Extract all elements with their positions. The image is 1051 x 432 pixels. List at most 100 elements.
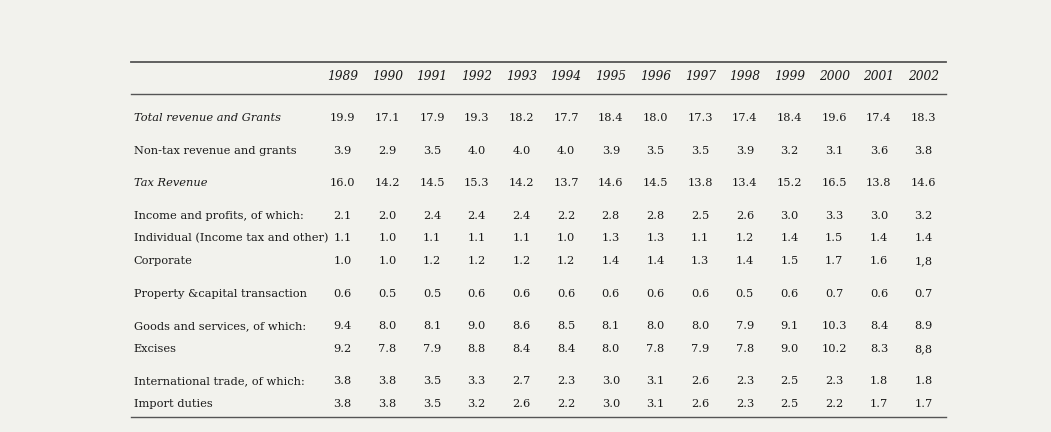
Text: 0.7: 0.7 bbox=[825, 289, 843, 299]
Text: 1.5: 1.5 bbox=[825, 233, 843, 244]
Text: 0.6: 0.6 bbox=[601, 289, 620, 299]
Text: 0.6: 0.6 bbox=[781, 289, 799, 299]
Text: 17.3: 17.3 bbox=[687, 113, 713, 123]
Text: 2.3: 2.3 bbox=[736, 376, 754, 387]
Text: 1989: 1989 bbox=[327, 70, 358, 83]
Text: 3.2: 3.2 bbox=[468, 399, 486, 409]
Text: 3.2: 3.2 bbox=[914, 211, 932, 221]
Text: Goods and services, of which:: Goods and services, of which: bbox=[133, 321, 306, 331]
Text: 13.8: 13.8 bbox=[866, 178, 891, 188]
Text: 1.4: 1.4 bbox=[646, 256, 664, 266]
Text: 7.9: 7.9 bbox=[691, 344, 709, 354]
Text: Property &capital transaction: Property &capital transaction bbox=[133, 289, 307, 299]
Text: 14.6: 14.6 bbox=[911, 178, 936, 188]
Text: 3.8: 3.8 bbox=[333, 399, 352, 409]
Text: 3.5: 3.5 bbox=[691, 146, 709, 156]
Text: 1.6: 1.6 bbox=[870, 256, 888, 266]
Text: 19.6: 19.6 bbox=[822, 113, 847, 123]
Text: 3.5: 3.5 bbox=[423, 146, 441, 156]
Text: 0.6: 0.6 bbox=[691, 289, 709, 299]
Text: 8.5: 8.5 bbox=[557, 321, 575, 331]
Text: 3.3: 3.3 bbox=[468, 376, 486, 387]
Text: 2.3: 2.3 bbox=[825, 376, 843, 387]
Text: 15.3: 15.3 bbox=[463, 178, 490, 188]
Text: 0.5: 0.5 bbox=[423, 289, 441, 299]
Text: 7.8: 7.8 bbox=[646, 344, 664, 354]
Text: 7.8: 7.8 bbox=[736, 344, 754, 354]
Text: 2.6: 2.6 bbox=[691, 376, 709, 387]
Text: 0.6: 0.6 bbox=[870, 289, 888, 299]
Text: 1.7: 1.7 bbox=[870, 399, 888, 409]
Text: 8.8: 8.8 bbox=[468, 344, 486, 354]
Text: 0.7: 0.7 bbox=[914, 289, 932, 299]
Text: 19.9: 19.9 bbox=[330, 113, 355, 123]
Text: 1.2: 1.2 bbox=[468, 256, 486, 266]
Text: 18.4: 18.4 bbox=[598, 113, 623, 123]
Text: 2.8: 2.8 bbox=[601, 211, 620, 221]
Text: 4.0: 4.0 bbox=[512, 146, 531, 156]
Text: 9.1: 9.1 bbox=[781, 321, 799, 331]
Text: 1993: 1993 bbox=[506, 70, 537, 83]
Text: 1992: 1992 bbox=[461, 70, 492, 83]
Text: 2.4: 2.4 bbox=[512, 211, 531, 221]
Text: 16.5: 16.5 bbox=[822, 178, 847, 188]
Text: 3.9: 3.9 bbox=[736, 146, 754, 156]
Text: 10.3: 10.3 bbox=[822, 321, 847, 331]
Text: 18.0: 18.0 bbox=[643, 113, 668, 123]
Text: 3.5: 3.5 bbox=[423, 376, 441, 387]
Text: 17.1: 17.1 bbox=[374, 113, 400, 123]
Text: 1.5: 1.5 bbox=[781, 256, 799, 266]
Text: 8.0: 8.0 bbox=[646, 321, 664, 331]
Text: 1.4: 1.4 bbox=[781, 233, 799, 244]
Text: 4.0: 4.0 bbox=[468, 146, 486, 156]
Text: 14.5: 14.5 bbox=[419, 178, 445, 188]
Text: 18.2: 18.2 bbox=[509, 113, 534, 123]
Text: 3.3: 3.3 bbox=[825, 211, 843, 221]
Text: 17.4: 17.4 bbox=[866, 113, 891, 123]
Text: 8.3: 8.3 bbox=[870, 344, 888, 354]
Text: 2.3: 2.3 bbox=[736, 399, 754, 409]
Text: 1.3: 1.3 bbox=[601, 233, 620, 244]
Text: 1.2: 1.2 bbox=[512, 256, 531, 266]
Text: 0.5: 0.5 bbox=[736, 289, 754, 299]
Text: 1.7: 1.7 bbox=[914, 399, 932, 409]
Text: 16.0: 16.0 bbox=[330, 178, 355, 188]
Text: 8.1: 8.1 bbox=[423, 321, 441, 331]
Text: 3.0: 3.0 bbox=[601, 399, 620, 409]
Text: 4.0: 4.0 bbox=[557, 146, 575, 156]
Text: 1.0: 1.0 bbox=[333, 256, 352, 266]
Text: 3.0: 3.0 bbox=[781, 211, 799, 221]
Text: 1.4: 1.4 bbox=[736, 256, 754, 266]
Text: 2001: 2001 bbox=[863, 70, 894, 83]
Text: 1.8: 1.8 bbox=[870, 376, 888, 387]
Text: 1.3: 1.3 bbox=[691, 256, 709, 266]
Text: 3.0: 3.0 bbox=[601, 376, 620, 387]
Text: 8.6: 8.6 bbox=[512, 321, 531, 331]
Text: 0.6: 0.6 bbox=[557, 289, 575, 299]
Text: 3.9: 3.9 bbox=[333, 146, 352, 156]
Text: 10.2: 10.2 bbox=[822, 344, 847, 354]
Text: 8.1: 8.1 bbox=[601, 321, 620, 331]
Text: 7.9: 7.9 bbox=[736, 321, 754, 331]
Text: 3.8: 3.8 bbox=[378, 399, 396, 409]
Text: 2.2: 2.2 bbox=[825, 399, 843, 409]
Text: 1997: 1997 bbox=[684, 70, 716, 83]
Text: 1.4: 1.4 bbox=[870, 233, 888, 244]
Text: 17.7: 17.7 bbox=[553, 113, 579, 123]
Text: Tax Revenue: Tax Revenue bbox=[133, 178, 207, 188]
Text: Individual (Income tax and other): Individual (Income tax and other) bbox=[133, 233, 328, 244]
Text: 3.8: 3.8 bbox=[914, 146, 932, 156]
Text: 1.0: 1.0 bbox=[378, 256, 396, 266]
Text: 7.8: 7.8 bbox=[378, 344, 396, 354]
Text: 1990: 1990 bbox=[372, 70, 403, 83]
Text: 1.1: 1.1 bbox=[333, 233, 352, 244]
Text: 3.1: 3.1 bbox=[825, 146, 843, 156]
Text: 2002: 2002 bbox=[908, 70, 939, 83]
Text: 2.5: 2.5 bbox=[691, 211, 709, 221]
Text: 2.5: 2.5 bbox=[781, 399, 799, 409]
Text: 8.0: 8.0 bbox=[601, 344, 620, 354]
Text: 3.1: 3.1 bbox=[646, 399, 664, 409]
Text: 8.0: 8.0 bbox=[378, 321, 396, 331]
Text: 14.5: 14.5 bbox=[643, 178, 668, 188]
Text: 8,8: 8,8 bbox=[914, 344, 932, 354]
